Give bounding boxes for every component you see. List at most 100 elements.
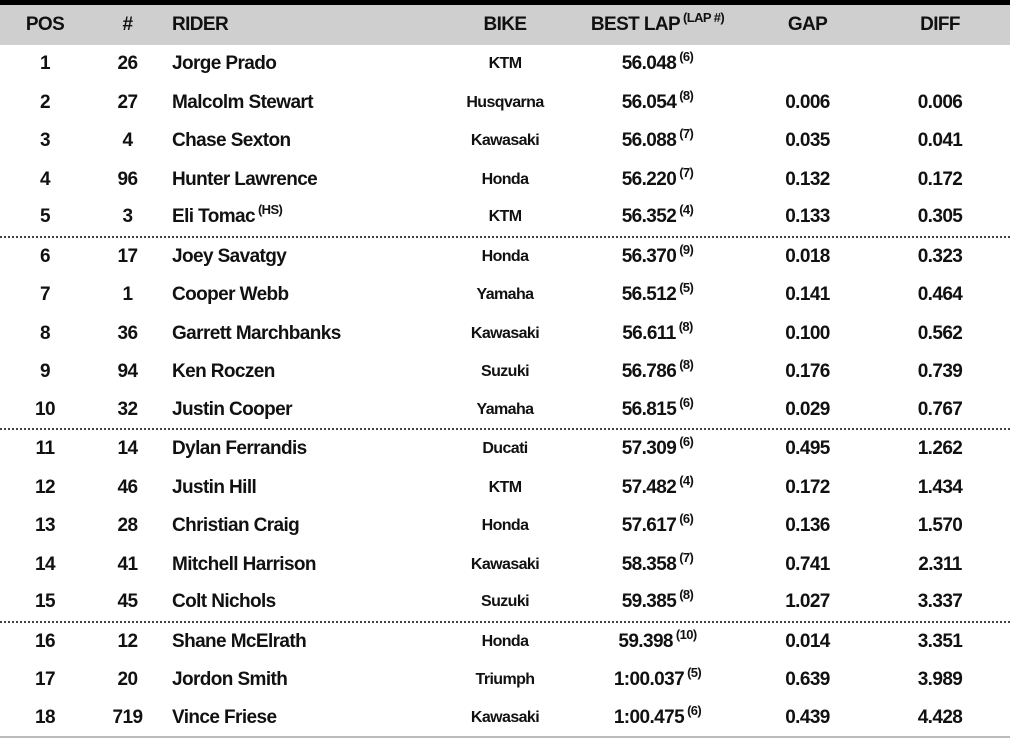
- best-lap-time: 57.617: [621, 515, 677, 537]
- gap-cell: 0.141: [785, 284, 830, 306]
- lap-number: (4): [679, 202, 694, 218]
- pos-cell: 5: [40, 206, 51, 228]
- lap-number: (8): [679, 87, 694, 103]
- header-lap-number-label: (LAP #): [683, 10, 725, 25]
- gap-cell: 0.172: [785, 476, 830, 498]
- rider-cell: Justin Hill: [165, 477, 440, 499]
- best-lap-cell: 56.220 (7): [570, 166, 745, 191]
- rider-name: Ken Roczen: [172, 361, 275, 383]
- table-row: 10 32 Justin Cooper Yamaha 56.815 (6) 0.029 0.7…: [0, 392, 1010, 430]
- bike-cell: Honda: [481, 517, 529, 535]
- best-lap-cell: 56.054 (8): [570, 89, 745, 114]
- gap-cell: 0.014: [785, 630, 830, 652]
- number-cell: 36: [117, 322, 139, 344]
- gap-cell: 1.027: [785, 591, 830, 613]
- number-cell: 96: [117, 168, 139, 190]
- table-row: 17 20 Jordon Smith Triumph 1:00.037 (5) 0.639 3…: [0, 661, 1010, 700]
- pos-cell: 14: [35, 553, 56, 575]
- pos-cell: 12: [35, 476, 56, 498]
- lap-number: (10): [675, 626, 697, 642]
- header-number: #: [122, 14, 134, 35]
- number-cell: 12: [117, 630, 139, 652]
- rider-name: Shane McElrath: [172, 630, 307, 652]
- best-lap-cell: 59.385 (8): [570, 588, 745, 613]
- bike-cell: Triumph: [475, 671, 536, 689]
- lap-number: (7): [679, 126, 694, 142]
- diff-cell: 1.434: [917, 476, 963, 498]
- diff-cell: 0.172: [917, 168, 963, 190]
- rider-cell: Mitchell Harrison: [165, 554, 440, 576]
- header-best-lap: BEST LAP (LAP #): [570, 11, 745, 36]
- number-cell: 45: [117, 591, 139, 613]
- rider-cell: Cooper Webb: [165, 284, 440, 306]
- table-row: 4 96 Hunter Lawrence Honda 56.220 (7) 0.132 0.1…: [0, 161, 1010, 200]
- bike-cell: Honda: [481, 170, 529, 188]
- number-cell: 27: [117, 91, 139, 113]
- bike-cell: Husqvarna: [466, 93, 544, 111]
- diff-cell: 3.989: [917, 669, 963, 691]
- best-lap-cell: 1:00.475 (6): [570, 704, 745, 729]
- rider-tag: (HS): [257, 202, 283, 218]
- pos-cell: 13: [35, 515, 56, 537]
- number-cell: 14: [117, 438, 139, 460]
- pos-cell: 15: [35, 591, 56, 613]
- gap-cell: 0.639: [785, 669, 830, 691]
- pos-cell: 3: [40, 130, 51, 152]
- best-lap-time: 57.482: [621, 476, 677, 498]
- gap-cell: 0.100: [785, 322, 830, 344]
- bike-cell: KTM: [488, 478, 522, 496]
- best-lap-cell: 58.358 (7): [570, 551, 745, 576]
- diff-cell: 1.262: [917, 438, 963, 460]
- number-cell: 1: [122, 284, 134, 306]
- best-lap-cell: 56.786 (8): [570, 358, 745, 383]
- diff-cell: 0.767: [917, 398, 963, 420]
- pos-cell: 2: [40, 91, 51, 113]
- best-lap-time: 1:00.475: [613, 706, 685, 728]
- rider-name: Colt Nichols: [172, 591, 276, 613]
- top-bar: [0, 0, 1010, 5]
- bike-cell: KTM: [488, 208, 522, 226]
- bike-cell: Kawasaki: [470, 324, 540, 342]
- diff-cell: 3.351: [917, 630, 963, 652]
- number-cell: 28: [117, 515, 139, 537]
- best-lap-time: 58.358: [621, 553, 677, 575]
- number-cell: 3: [122, 206, 134, 228]
- pos-cell: 9: [40, 361, 51, 383]
- lap-number: (7): [679, 164, 694, 180]
- lap-number: (6): [687, 702, 702, 718]
- header-bike: BIKE: [483, 14, 528, 35]
- gap-cell: 0.035: [785, 130, 830, 152]
- lap-number: (7): [679, 549, 694, 565]
- rider-cell: Jordon Smith: [165, 669, 440, 691]
- table-row: 6 17 Joey Savatgy Honda 56.370 (9) 0.018 0.323: [0, 238, 1010, 277]
- bike-cell: KTM: [488, 55, 522, 73]
- pos-cell: 17: [35, 669, 56, 691]
- gap-cell: 0.136: [785, 515, 830, 537]
- table-row: 1 26 Jorge Prado KTM 56.048 (6): [0, 45, 1010, 84]
- rider-name: Chase Sexton: [172, 130, 291, 152]
- rider-name: Cooper Webb: [172, 284, 289, 306]
- gap-cell: 0.741: [785, 553, 830, 575]
- best-lap-time: 56.048: [621, 53, 677, 75]
- table-row: 9 94 Ken Roczen Suzuki 56.786 (8) 0.176 0.739: [0, 353, 1010, 392]
- header-pos: POS: [25, 14, 65, 35]
- rider-cell: Justin Cooper: [165, 399, 440, 421]
- best-lap-cell: 1:00.037 (5): [570, 666, 745, 691]
- gap-cell: 0.495: [785, 438, 830, 460]
- table-row: 14 41 Mitchell Harrison Kawasaki 58.358 (7) 0.…: [0, 546, 1010, 585]
- best-lap-cell: 57.482 (4): [570, 474, 745, 499]
- rider-cell: Hunter Lawrence: [165, 169, 440, 191]
- rider-name: Jordon Smith: [172, 669, 288, 691]
- best-lap-cell: 56.512 (5): [570, 281, 745, 306]
- rider-cell: Malcolm Stewart: [165, 92, 440, 114]
- best-lap-time: 1:00.037: [613, 669, 685, 691]
- gap-cell: 0.029: [785, 398, 830, 420]
- best-lap-time: 56.786: [621, 361, 677, 383]
- diff-cell: 0.041: [917, 130, 963, 152]
- rider-name: Garrett Marchbanks: [172, 322, 341, 344]
- bike-cell: Yamaha: [476, 400, 534, 418]
- best-lap-cell: 57.309 (6): [570, 435, 745, 460]
- rider-cell: Shane McElrath: [165, 631, 440, 653]
- rider-name: Dylan Ferrandis: [172, 438, 307, 460]
- lap-number: (8): [679, 357, 694, 373]
